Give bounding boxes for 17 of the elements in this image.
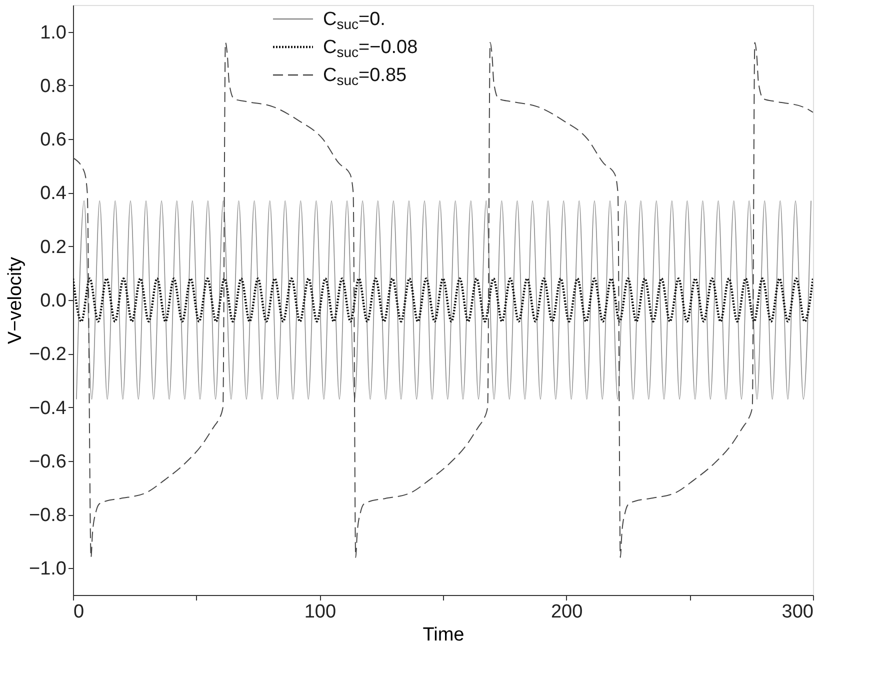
x-tick-label: 300	[782, 602, 814, 622]
y-tick-label: −0.6	[28, 451, 66, 472]
y-tick-label: −1.0	[28, 558, 66, 580]
y-tick-label: −0.2	[28, 344, 66, 366]
y-tick-label: 0.6	[40, 130, 66, 151]
y-axis-title: V−velocity	[4, 256, 26, 344]
y-tick-label: −0.4	[28, 398, 67, 419]
x-tick-label: 0	[74, 602, 84, 622]
y-tick-label: 1.0	[40, 22, 66, 44]
x-tick-label: 200	[550, 602, 583, 622]
y-tick-label: 0.2	[40, 236, 66, 258]
y-tick-label: −0.8	[28, 505, 66, 526]
y-tick-label: 0.8	[40, 76, 66, 97]
x-tick-label: 100	[304, 602, 336, 622]
y-tick-label: 0.4	[40, 183, 67, 204]
y-tick-label: 0.0	[40, 290, 66, 312]
x-axis-title: Time	[422, 624, 464, 646]
